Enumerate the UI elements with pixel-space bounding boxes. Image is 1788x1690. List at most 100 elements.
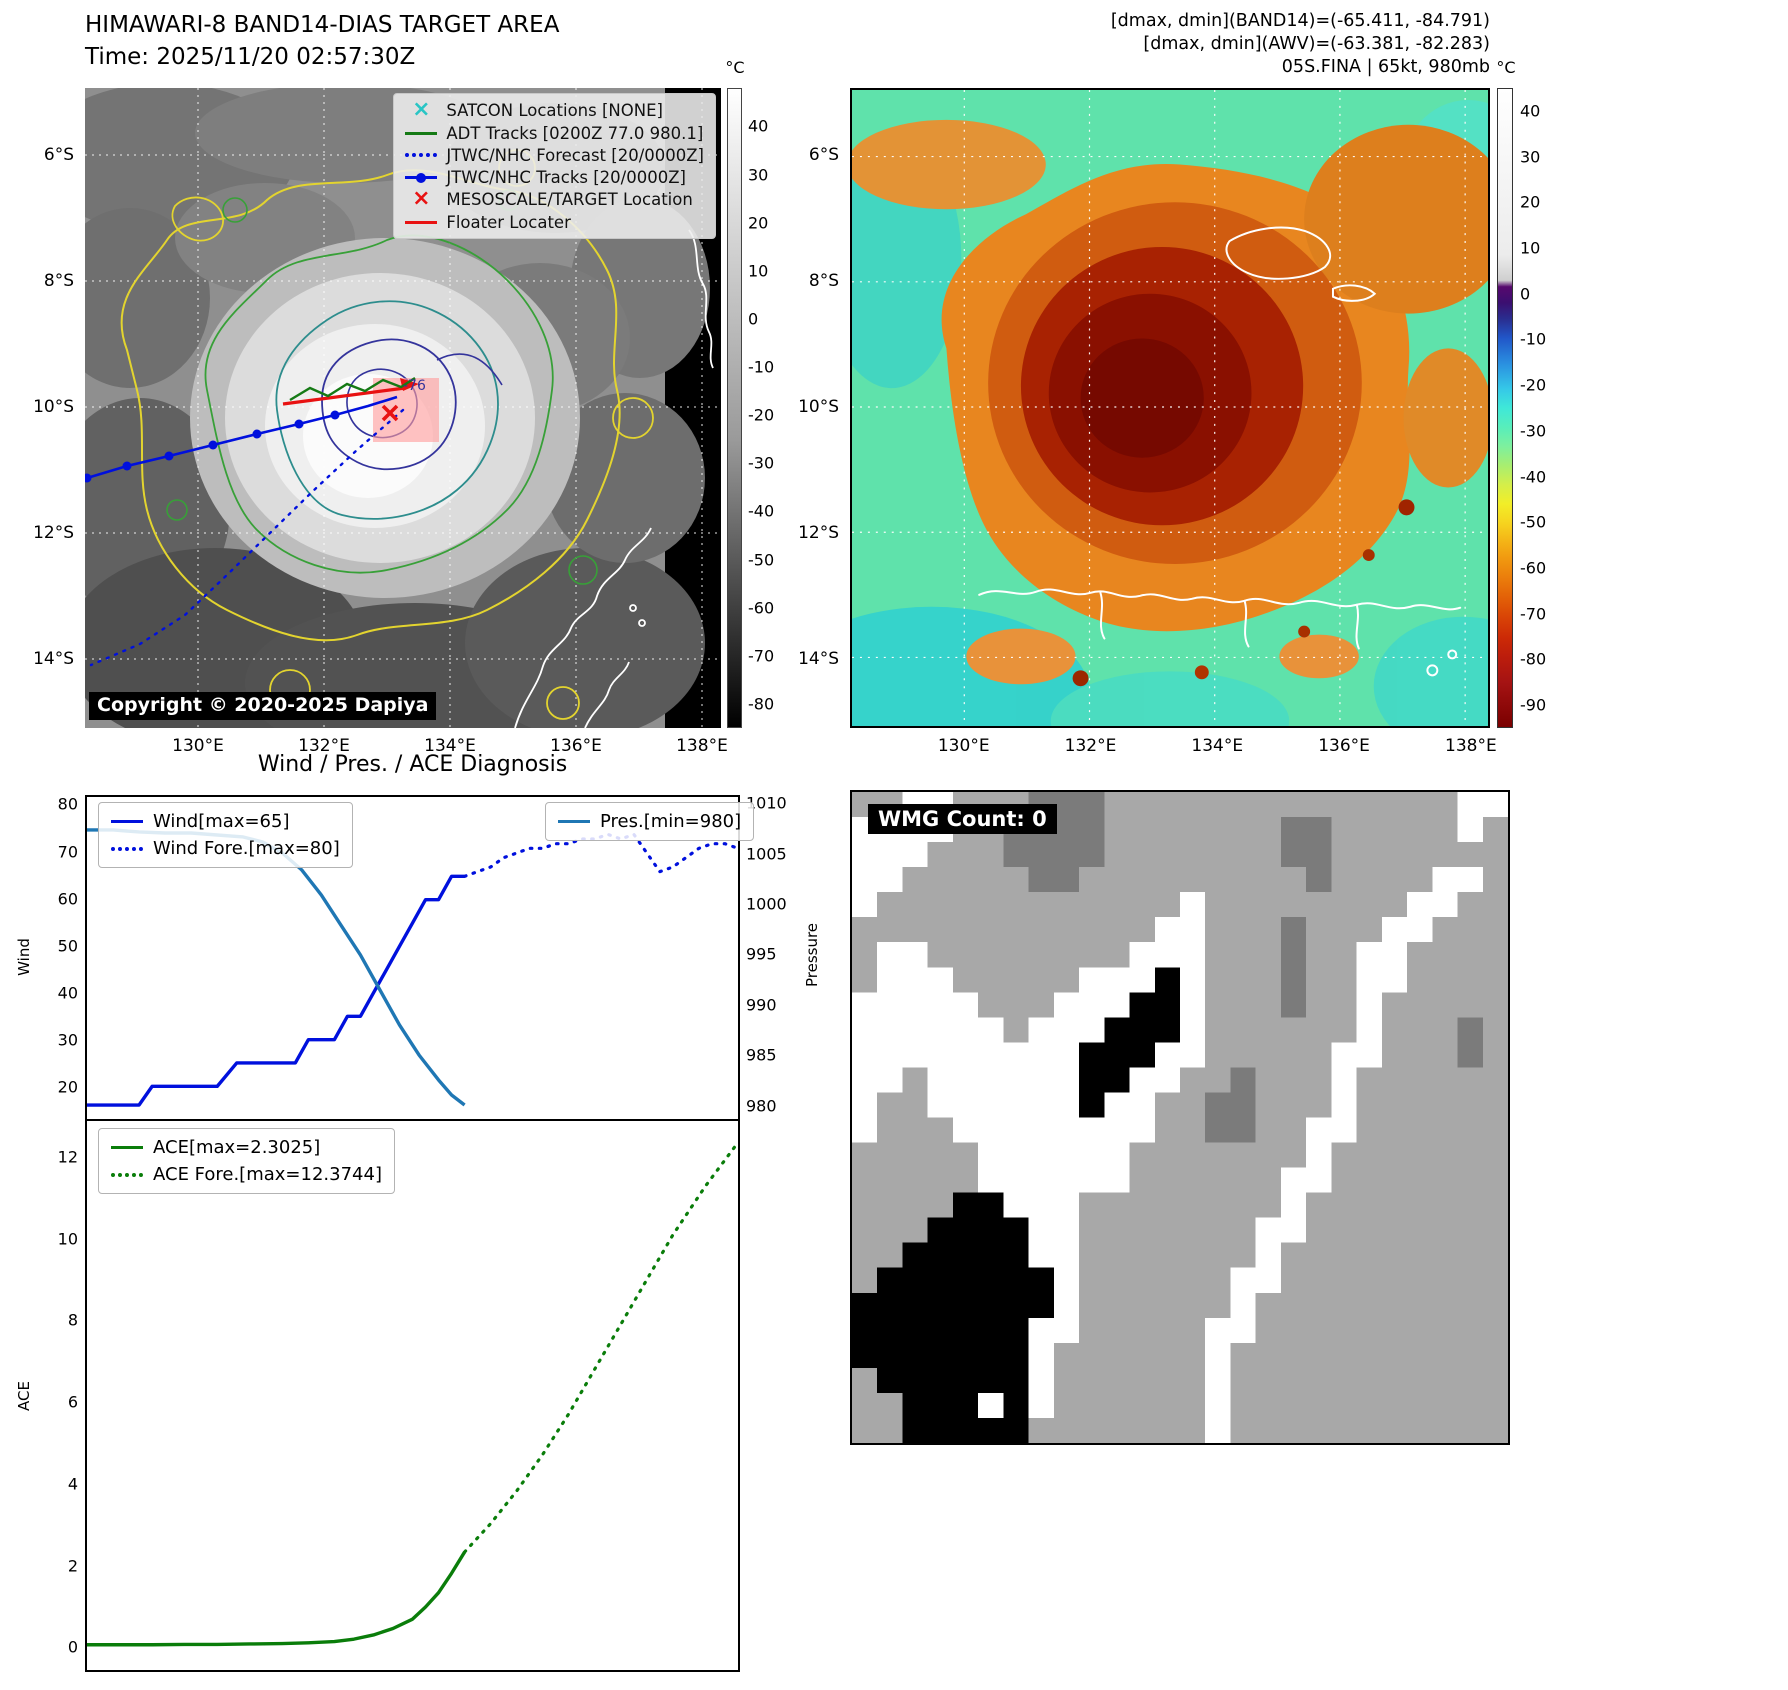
ace-legend: ACE[max=2.3025] ACE Fore.[max=12.3744]	[98, 1128, 395, 1194]
tick-label: -70	[1520, 604, 1547, 624]
band14-map-panel: -76 × SATCON Locations [NONE] ADT Tracks […	[85, 88, 721, 728]
series-ace_obs	[87, 1552, 465, 1645]
band14-lat-axis: 6°S 8°S 10°S 12°S 14°S	[26, 88, 80, 728]
y-tick-label: 10°S	[798, 396, 839, 417]
tick-label: 990	[746, 995, 777, 1015]
awv-colorbar-unit: °C	[1496, 58, 1516, 77]
mesoscale-target-x-marker	[381, 404, 399, 422]
legend-item: Wind[max=65]	[111, 808, 340, 835]
tick-label: 10	[57, 1229, 78, 1249]
tick-label: -70	[748, 646, 775, 666]
legend-line-marker	[405, 131, 438, 135]
wmg-grid-image	[852, 792, 1508, 1443]
x-tick-label: 130°E	[172, 736, 224, 756]
pressure-legend: Pres.[min=980]	[545, 802, 755, 841]
tick-label: -40	[748, 501, 775, 521]
legend-x-marker: ×	[412, 96, 431, 122]
pressure-y-axis: 980 985 990 995 1000 1005 1010	[746, 793, 798, 1120]
copyright-watermark: Copyright © 2020-2025 Dapiya	[89, 692, 437, 720]
tick-label: 20	[748, 213, 769, 233]
tick-label: 10	[1520, 238, 1541, 258]
ace-axis-label: ACE	[15, 1381, 33, 1411]
awv-colorbar	[1497, 88, 1513, 728]
wind-legend: Wind[max=65] Wind Fore.[max=80]	[98, 802, 353, 868]
legend-label: Floater Locater	[446, 212, 571, 232]
legend-line-marker	[111, 820, 143, 823]
awv-annotations: [dmax, dmin](BAND14)=(-65.411, -84.791) …	[960, 10, 1490, 79]
ace-plot	[87, 1121, 738, 1670]
tick-label: -80	[748, 694, 775, 714]
lat-lon-grid	[852, 90, 1488, 726]
legend-item: Pres.[min=980]	[558, 808, 741, 835]
legend-label: Wind Fore.[max=80]	[153, 838, 340, 859]
tick-label: 20	[57, 1077, 78, 1097]
x-tick-label: 132°E	[1064, 736, 1117, 756]
legend-dotted-marker	[111, 846, 143, 851]
legend-x-marker: ×	[412, 185, 431, 211]
y-tick-label: 6°S	[43, 145, 74, 165]
tick-label: 995	[746, 944, 777, 964]
x-tick-label: 134°E	[1191, 736, 1244, 756]
coastline	[978, 226, 1462, 677]
floater-locater-line	[282, 386, 406, 406]
tick-label: -30	[1520, 421, 1547, 441]
tick-label: 2	[67, 1556, 78, 1576]
wmg-panel: WMG Count: 0	[850, 790, 1510, 1445]
tick-label: 0	[748, 309, 759, 329]
wmg-count-badge: WMG Count: 0	[868, 804, 1057, 834]
legend-label: MESOSCALE/TARGET Location	[446, 190, 693, 209]
tick-label: 1010	[746, 793, 787, 813]
tick-label: 10	[748, 261, 769, 281]
x-tick-label: 134°E	[424, 736, 476, 756]
ace-chart	[85, 1120, 740, 1672]
tick-label: 70	[57, 842, 78, 862]
awv-satellite-image	[852, 90, 1488, 726]
tick-label: 30	[1520, 147, 1541, 167]
legend-linedot-marker	[405, 172, 438, 183]
band14-colorbar-unit: °C	[725, 58, 745, 77]
tick-label: 985	[746, 1045, 777, 1065]
contour-value-label: -76	[403, 378, 426, 394]
awv-lat-axis: 6°S 8°S 10°S 12°S 14°S	[791, 88, 845, 728]
awv-colorbar-ticks: 40 30 20 10 0 -10 -20 -30 -40 -50 -60 -70 -80 -90	[1520, 88, 1566, 728]
legend-line-marker	[405, 220, 438, 224]
band14-title: HIMAWARI-8 BAND14-DIAS TARGET AREA	[85, 12, 560, 38]
legend-item: × MESOSCALE/TARGET Location	[405, 185, 704, 211]
legend-item: Floater Locater	[405, 211, 704, 233]
tick-label: -80	[1520, 649, 1547, 669]
y-tick-label: 8°S	[43, 271, 74, 292]
wind-y-axis: 20 30 40 50 60 70 80	[34, 795, 78, 1120]
series-wind_obs	[87, 876, 465, 1105]
tick-label: -20	[1520, 375, 1547, 395]
tick-label: 1000	[746, 894, 787, 914]
tick-label: 8	[67, 1310, 78, 1330]
diagnosis-chart-title: Wind / Pres. / ACE Diagnosis	[257, 752, 568, 777]
legend-line-marker	[111, 1146, 143, 1149]
x-tick-label: 130°E	[937, 736, 990, 756]
tick-label: 50	[57, 936, 78, 956]
dmax-dmin-awv: [dmax, dmin](AWV)=(-63.381, -82.283)	[1143, 34, 1490, 55]
temperature-contours	[120, 149, 654, 720]
pressure-axis-label: Pressure	[803, 922, 821, 988]
coastline	[514, 229, 714, 728]
tick-label: 20	[1520, 192, 1541, 212]
y-tick-label: 12°S	[33, 522, 74, 543]
band14-colorbar	[727, 88, 742, 728]
legend-item: JTWC/NHC Forecast [20/0000Z]	[405, 144, 704, 166]
tick-label: 80	[57, 794, 78, 814]
legend-label: Pres.[min=980]	[600, 811, 742, 832]
band14-timestamp: Time: 2025/11/20 02:57:30Z	[85, 44, 416, 70]
band14-map-legend: × SATCON Locations [NONE] ADT Tracks [0200…	[393, 93, 716, 239]
tick-label: -90	[1520, 695, 1547, 715]
jtwc-track-points	[85, 410, 340, 483]
tick-label: 980	[746, 1096, 777, 1116]
awv-map-panel	[850, 88, 1490, 728]
y-tick-label: 10°S	[33, 396, 74, 417]
legend-item: × SATCON Locations [NONE]	[405, 96, 704, 122]
legend-label: Wind[max=65]	[153, 811, 290, 832]
tick-label: 6	[67, 1392, 78, 1412]
tick-label: -30	[748, 453, 775, 473]
band14-colorbar-ticks: 40 30 20 10 0 -10 -20 -30 -40 -50 -60 -70 -80	[748, 88, 794, 728]
legend-item: ADT Tracks [0200Z 77.0 980.1]	[405, 122, 704, 144]
